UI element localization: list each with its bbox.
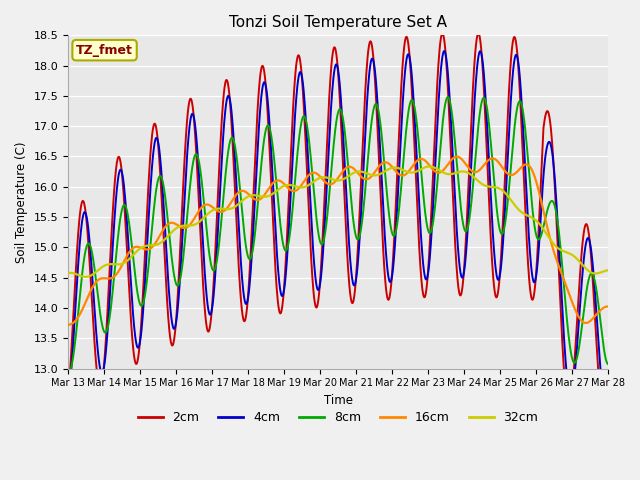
Legend: 2cm, 4cm, 8cm, 16cm, 32cm: 2cm, 4cm, 8cm, 16cm, 32cm — [132, 406, 543, 429]
Title: Tonzi Soil Temperature Set A: Tonzi Soil Temperature Set A — [229, 15, 447, 30]
X-axis label: Time: Time — [323, 394, 353, 407]
Y-axis label: Soil Temperature (C): Soil Temperature (C) — [15, 141, 28, 263]
Text: TZ_fmet: TZ_fmet — [76, 44, 133, 57]
